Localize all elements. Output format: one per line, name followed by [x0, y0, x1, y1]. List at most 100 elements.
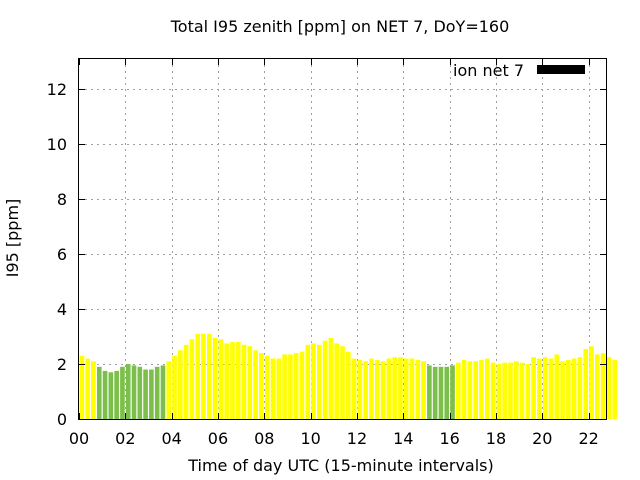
y-tick-label: 8: [57, 190, 67, 209]
bar: [600, 353, 606, 419]
bar: [589, 346, 594, 419]
bar: [149, 369, 154, 419]
bar: [450, 365, 455, 419]
x-tick-label: 02: [115, 429, 135, 448]
legend-swatch: [537, 65, 585, 74]
bar: [502, 362, 507, 419]
bar: [120, 366, 125, 419]
bar: [340, 346, 345, 419]
bar: [583, 348, 589, 419]
bar: [317, 344, 322, 419]
bar: [160, 365, 166, 419]
bar: [566, 359, 571, 419]
bar: [247, 346, 253, 419]
bar: [479, 359, 484, 419]
bar: [374, 359, 380, 419]
y-tick-label: 0: [57, 410, 67, 429]
bar: [172, 355, 177, 419]
bar: [508, 362, 513, 419]
bar: [125, 364, 131, 419]
bar: [212, 337, 218, 419]
bar: [490, 362, 496, 419]
bar: [577, 357, 583, 419]
bar: [438, 366, 444, 419]
bar: [456, 362, 461, 419]
bar: [415, 359, 421, 419]
bar: [154, 366, 160, 419]
bar: [496, 364, 502, 419]
bar: [131, 365, 137, 419]
bar: [189, 339, 195, 419]
chart-title: Total I95 zenith [ppm] on NET 7, DoY=160: [170, 17, 510, 36]
bar: [299, 351, 305, 419]
bar: [351, 358, 357, 419]
x-tick-label: 22: [578, 429, 598, 448]
bars: [79, 333, 617, 419]
x-tick-label: 04: [161, 429, 181, 448]
x-tick-label: 06: [208, 429, 228, 448]
bar: [467, 361, 473, 419]
bar: [421, 361, 426, 419]
bar: [137, 366, 143, 419]
bar: [206, 333, 212, 419]
bar: [241, 344, 247, 419]
x-tick-label: 10: [300, 429, 320, 448]
x-tick-label: 18: [486, 429, 506, 448]
legend-label: ion net 7: [453, 61, 524, 80]
y-tick-label: 12: [47, 80, 67, 99]
bar: [143, 369, 148, 419]
bar: [403, 358, 409, 419]
bar: [253, 350, 258, 419]
bar: [178, 350, 183, 419]
bar: [311, 343, 316, 419]
plot-frame: [78, 58, 607, 420]
bar: [432, 366, 438, 419]
bar: [392, 357, 397, 419]
bar: [334, 343, 340, 419]
bar: [235, 342, 241, 419]
bar: [166, 361, 172, 419]
bar: [357, 359, 363, 419]
bar: [363, 361, 368, 419]
bar: [386, 358, 392, 419]
bar: [554, 354, 560, 419]
bar: [282, 354, 287, 419]
bar: [305, 344, 311, 419]
bar: [560, 361, 565, 419]
bar: [537, 358, 542, 419]
bar: [108, 372, 114, 419]
bar: [79, 355, 85, 419]
bar: [270, 358, 276, 419]
x-tick-label: 00: [69, 429, 89, 448]
bar: [276, 358, 282, 419]
y-tick-label: 10: [47, 135, 67, 154]
x-tick-label: 20: [532, 429, 552, 448]
x-tick-label: 14: [393, 429, 413, 448]
bar: [264, 355, 270, 419]
bar: [525, 364, 531, 419]
bar: [398, 357, 403, 419]
bar: [444, 366, 450, 419]
bar: [102, 370, 108, 419]
x-tick-label: 12: [347, 429, 367, 448]
bar: [548, 358, 554, 419]
bar: [409, 358, 415, 419]
x-tick-label: 16: [439, 429, 459, 448]
bar: [427, 365, 432, 419]
bar: [96, 366, 102, 419]
y-axis-label: I95 [ppm]: [3, 199, 22, 278]
bar: [380, 361, 386, 419]
bar: [484, 358, 490, 419]
bar: [461, 359, 467, 419]
bar: [519, 362, 525, 419]
y-tick-label: 4: [57, 300, 67, 319]
bar: [230, 342, 235, 419]
bar: [345, 351, 351, 419]
x-tick-label: 08: [254, 429, 274, 448]
bar: [571, 358, 577, 419]
bar: [531, 357, 536, 419]
bar: [473, 361, 479, 419]
x-axis-label: Time of day UTC (15-minute intervals): [187, 456, 494, 475]
bar: [183, 344, 189, 419]
